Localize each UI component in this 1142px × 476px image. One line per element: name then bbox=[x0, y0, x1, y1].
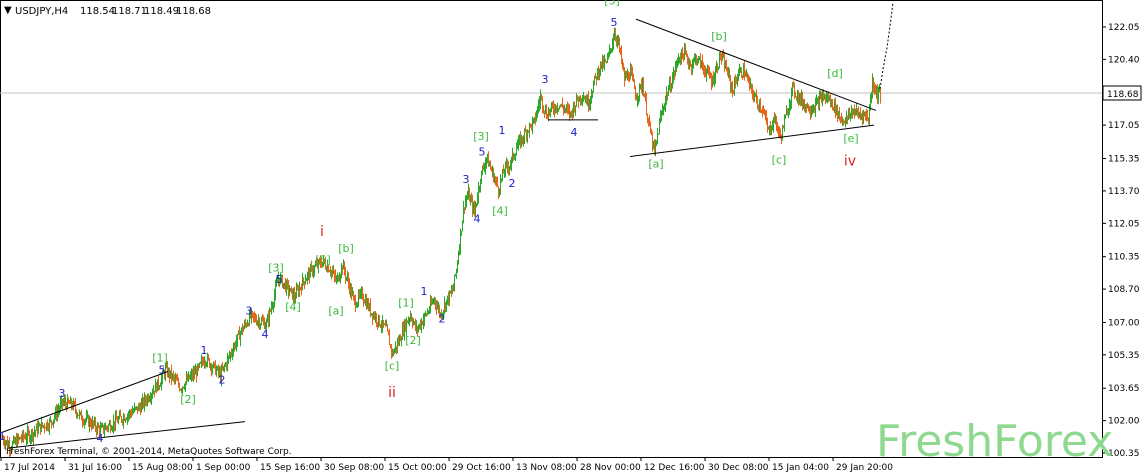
open-value: 118.54 bbox=[80, 6, 115, 17]
x-tick-label: 29 Jan 20:00 bbox=[836, 463, 893, 473]
svg-text:118.68: 118.68 bbox=[1107, 90, 1139, 100]
wave-label: 1 bbox=[421, 285, 428, 298]
trendline bbox=[1, 371, 169, 433]
wave-label: [c] bbox=[385, 360, 400, 373]
x-tick-label: 28 Nov 00:00 bbox=[580, 463, 641, 473]
wave-label: [3] bbox=[473, 130, 489, 143]
wave-label: [a] bbox=[648, 157, 663, 170]
y-tick-label: 107.00 bbox=[1108, 318, 1140, 328]
symbol-label: USDJPY,H4 bbox=[15, 6, 68, 17]
wave-label: 2 bbox=[439, 312, 446, 325]
wave-label: 2 bbox=[509, 177, 516, 190]
trendline bbox=[7, 421, 246, 449]
wave-label: 3 bbox=[463, 173, 470, 186]
wave-label: [1] bbox=[152, 352, 168, 365]
y-axis: 122.05 120.40 118.68 117.05 115.35 113.70 112.… bbox=[1102, 23, 1140, 459]
wave-label: [5] bbox=[315, 254, 331, 267]
low-value: 118.49 bbox=[144, 6, 179, 17]
wave-label: ii bbox=[388, 385, 396, 401]
y-tick-label: 105.35 bbox=[1108, 351, 1140, 361]
y-tick-label: 115.35 bbox=[1108, 155, 1140, 165]
y-tick-label: 122.05 bbox=[1108, 23, 1140, 33]
wave-label: 1 bbox=[499, 124, 506, 137]
wave-label: 4 bbox=[474, 212, 481, 225]
y-tick-label: 112.05 bbox=[1108, 219, 1140, 229]
projection-line bbox=[879, 2, 894, 89]
x-tick-label: 13 Nov 08:00 bbox=[516, 463, 577, 473]
y-tick-label: 108.70 bbox=[1108, 285, 1140, 295]
wave-label: 1 bbox=[201, 344, 208, 357]
x-tick-label: 15 Aug 08:00 bbox=[132, 463, 193, 473]
wave-labels: 1345[1][2]1234[3]5[4][5]i[b][a][1]12[2][… bbox=[0, 0, 859, 445]
high-value: 118.71 bbox=[112, 6, 147, 17]
x-tick-label: 30 Sep 08:00 bbox=[324, 463, 384, 473]
close-value: 118.68 bbox=[176, 6, 211, 17]
x-tick-label: 12 Dec 16:00 bbox=[644, 463, 705, 473]
wave-label: [4] bbox=[492, 204, 508, 217]
y-tick-label: 120.40 bbox=[1108, 55, 1140, 65]
chart-border bbox=[0, 0, 1103, 458]
header-arrow-icon[interactable]: ▼ bbox=[4, 5, 12, 16]
y-tick-label: 113.70 bbox=[1108, 187, 1140, 197]
wave-label: 4 bbox=[97, 432, 104, 445]
x-axis: 17 Jul 2014 31 Jul 16:00 15 Aug 08:00 1 Sep… bbox=[0, 457, 893, 473]
wave-label: 2 bbox=[219, 373, 226, 386]
x-tick-label: 17 Jul 2014 bbox=[4, 463, 55, 473]
wave-label: [a] bbox=[328, 305, 343, 318]
wave-label: 3 bbox=[246, 305, 253, 318]
x-tick-label: 15 Oct 00:00 bbox=[388, 463, 447, 473]
wave-label: [3] bbox=[268, 261, 284, 274]
x-tick-label: 31 Jul 16:00 bbox=[68, 463, 122, 473]
wave-label: [c] bbox=[772, 153, 787, 166]
wave-label: 4 bbox=[571, 126, 578, 139]
symbol-header: ▼ USDJPY,H4 118.54 118.71 118.49 118.68 bbox=[4, 5, 211, 17]
wave-label: iv bbox=[844, 153, 856, 169]
x-tick-label: 1 Sep 00:00 bbox=[196, 463, 251, 473]
y-tick-label: 110.35 bbox=[1108, 253, 1140, 263]
wave-label: 5 bbox=[479, 146, 486, 159]
wave-label: [2] bbox=[405, 334, 421, 347]
wave-label: 5 bbox=[276, 273, 283, 286]
wave-label: 1 bbox=[0, 430, 6, 443]
wave-label: 4 bbox=[262, 328, 269, 341]
wave-label: i bbox=[320, 224, 324, 240]
x-tick-label: 15 Jan 04:00 bbox=[772, 463, 829, 473]
wave-label: [5] bbox=[604, 0, 620, 7]
y-tick-label: 103.65 bbox=[1108, 384, 1140, 394]
wave-label: 3 bbox=[59, 387, 66, 400]
y-tick-label: 102.00 bbox=[1108, 417, 1140, 427]
x-tick-label: 29 Oct 16:00 bbox=[452, 463, 511, 473]
copyright-text: FreshForex Terminal, © 2001-2014, MetaQu… bbox=[6, 447, 292, 457]
wave-label: [4] bbox=[285, 301, 301, 314]
current-price-badge: 118.68 bbox=[1102, 85, 1142, 101]
wave-label: [b] bbox=[338, 242, 354, 255]
wave-label: 5 bbox=[159, 363, 166, 376]
trendlines bbox=[1, 18, 877, 449]
y-tick-label: 100.35 bbox=[1108, 449, 1140, 459]
wave-label: 3 bbox=[542, 73, 549, 86]
brand-watermark: FreshForex bbox=[876, 416, 1113, 467]
wave-label: [b] bbox=[711, 30, 727, 43]
wave-label: [e] bbox=[843, 132, 858, 145]
x-tick-label: 30 Dec 08:00 bbox=[708, 463, 769, 473]
trendline bbox=[635, 18, 877, 111]
wave-label: [d] bbox=[827, 67, 843, 80]
price-candles bbox=[2, 27, 881, 457]
wave-label: 5 bbox=[611, 16, 618, 29]
wave-label: [1] bbox=[398, 297, 414, 310]
wave-label: [2] bbox=[180, 393, 196, 406]
x-tick-label: 15 Sep 16:00 bbox=[260, 463, 320, 473]
y-tick-label: 117.05 bbox=[1108, 121, 1140, 131]
trendline bbox=[629, 124, 875, 158]
